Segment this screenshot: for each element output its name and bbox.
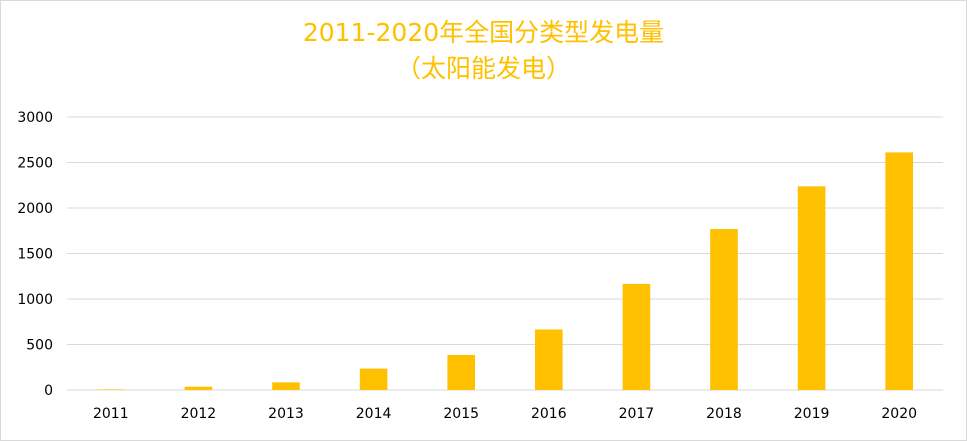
- x-tick-label: 2014: [356, 406, 392, 422]
- x-tick-label: 2020: [881, 406, 917, 422]
- bar-2015: [447, 354, 475, 390]
- x-tick-label: 2016: [531, 406, 567, 422]
- bar-2013: [272, 382, 300, 390]
- x-tick-label: 2015: [443, 406, 479, 422]
- y-tick-label: 500: [26, 338, 53, 354]
- y-tick-label: 2500: [17, 156, 53, 172]
- chart-title: 2011-2020年全国分类型发电量: [302, 18, 665, 47]
- gridlines: [67, 116, 943, 391]
- bar-2012: [184, 386, 213, 390]
- y-tick-label: 2000: [17, 201, 53, 217]
- bar-2020: [885, 152, 913, 390]
- bar-2019: [797, 186, 826, 390]
- x-tick-label: 2012: [181, 406, 217, 422]
- chart-title-block: 2011-2020年全国分类型发电量 （太阳能发电）: [1, 15, 966, 87]
- bar-2018: [710, 229, 738, 390]
- y-tick-label: 1000: [17, 292, 53, 308]
- x-tick-label: 2018: [706, 406, 742, 422]
- y-tick-label: 3000: [17, 110, 53, 126]
- bars: [97, 152, 913, 390]
- bar-2017: [622, 283, 651, 390]
- y-tick-label: 1500: [17, 247, 53, 263]
- chart-subtitle: （太阳能发电）: [395, 54, 571, 83]
- y-tick-label: 0: [44, 383, 53, 399]
- x-tick-label: 2017: [619, 406, 655, 422]
- x-tick-label: 2019: [794, 406, 830, 422]
- bar-2011: [97, 389, 125, 390]
- x-tick-label: 2011: [93, 406, 129, 422]
- bar-2014: [359, 368, 388, 390]
- y-axis-ticks: 0 500 1000 1500 2000 2500 3000: [17, 110, 53, 399]
- x-axis-ticks: 2011 2012 2013 2014 2015 2016 2017 2018 2019 2020: [93, 406, 917, 422]
- x-tick-label: 2013: [268, 406, 304, 422]
- bar-2016: [535, 329, 563, 390]
